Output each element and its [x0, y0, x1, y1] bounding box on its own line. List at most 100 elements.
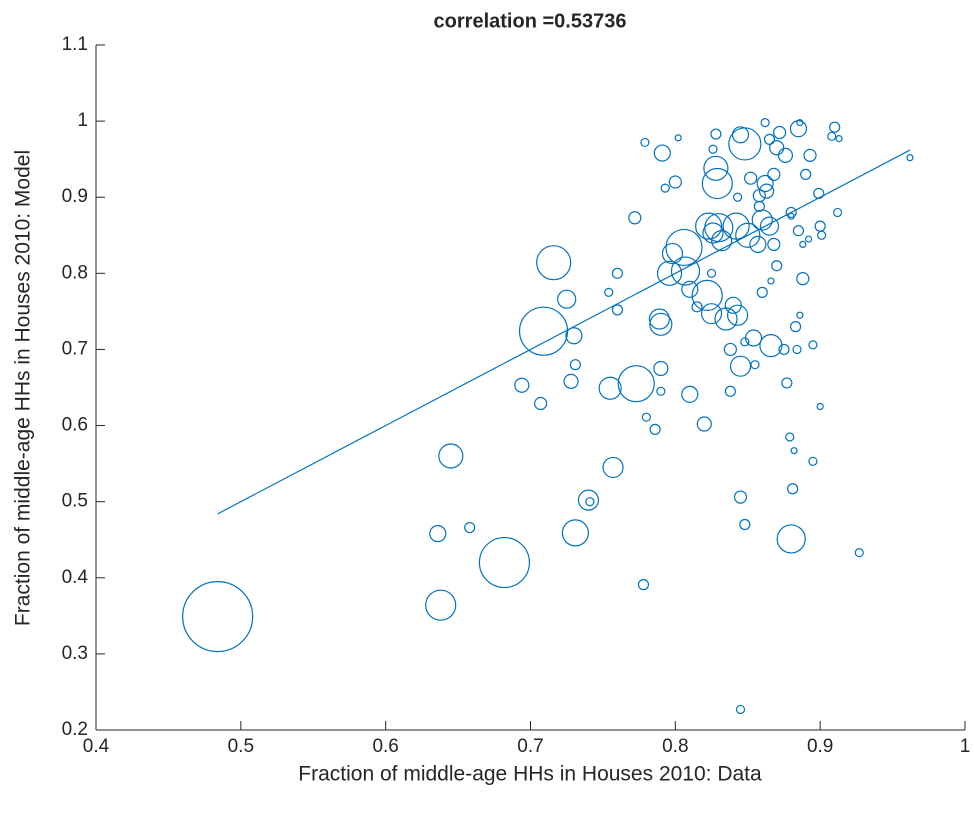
bubble	[796, 119, 804, 127]
bubble	[787, 483, 799, 495]
bubble	[701, 167, 733, 200]
bubble	[534, 396, 548, 411]
bubble	[816, 402, 824, 411]
bubble	[724, 385, 736, 397]
bubble	[767, 167, 781, 181]
bubble	[561, 519, 589, 547]
bubble	[514, 377, 530, 393]
bubble	[438, 443, 464, 469]
bubble	[814, 220, 826, 232]
bubble	[763, 133, 776, 145]
bubble	[787, 212, 795, 220]
bubble	[758, 183, 775, 199]
y-axis-label: Fraction of middle-age HHs in Houses 201…	[12, 150, 35, 626]
bubble	[711, 230, 733, 252]
bubble	[827, 131, 837, 141]
x-tick-label: 0.6	[372, 736, 398, 757]
bubble	[799, 240, 807, 249]
bubble	[785, 432, 795, 442]
bubble	[703, 155, 729, 181]
bubble	[804, 235, 813, 243]
bubble	[785, 206, 797, 219]
bubble	[808, 340, 818, 350]
bubble	[649, 312, 673, 336]
bubble	[750, 360, 760, 370]
bubble	[464, 521, 476, 534]
bubble	[767, 277, 775, 285]
y-tick-label: 1.1	[62, 34, 88, 55]
bubble	[735, 222, 761, 248]
bubble	[518, 306, 569, 356]
bubble	[739, 518, 751, 531]
y-tick-label: 0.6	[62, 415, 88, 436]
bubble	[691, 279, 723, 312]
bubble	[777, 147, 794, 163]
x-tick-label: 0.8	[662, 736, 688, 757]
x-tick-label: 0.9	[807, 736, 833, 757]
bubble	[681, 385, 699, 403]
bubble	[749, 235, 767, 254]
bubble	[681, 280, 699, 298]
bubble	[668, 175, 682, 189]
bubble	[704, 213, 734, 243]
bubble	[640, 137, 650, 148]
chart-title: correlation =0.53736	[434, 10, 627, 32]
bubble	[708, 144, 718, 154]
bubble	[796, 272, 810, 286]
bubble	[700, 303, 723, 325]
bubble	[660, 183, 670, 193]
bubble	[577, 489, 600, 511]
bubble	[803, 148, 817, 162]
bubble	[665, 228, 703, 267]
y-tick-label: 0.7	[62, 338, 88, 359]
bubble	[425, 589, 457, 621]
bubble	[817, 230, 827, 240]
bubble	[670, 256, 701, 286]
bubble	[714, 307, 738, 331]
bubble	[756, 286, 768, 298]
bubble	[585, 497, 595, 507]
y-tick-label: 1	[77, 110, 88, 131]
bubble	[829, 121, 841, 133]
bubble	[478, 536, 531, 589]
bubble	[789, 120, 808, 138]
bubble	[729, 355, 752, 377]
bubble	[728, 127, 762, 161]
bubble	[792, 344, 802, 355]
bubble	[429, 525, 447, 543]
bubble	[653, 360, 669, 377]
bubble	[735, 704, 746, 715]
bubble	[628, 211, 642, 225]
bubble	[776, 524, 806, 554]
bubble	[796, 311, 804, 319]
bubble	[733, 490, 748, 504]
bubble	[759, 216, 780, 236]
bubble	[602, 456, 624, 479]
bubble	[696, 416, 712, 432]
bubble	[733, 192, 743, 202]
bubble	[813, 187, 825, 200]
bubble	[835, 135, 843, 143]
bubble	[661, 242, 684, 265]
bubble	[637, 579, 650, 591]
y-tick-label: 0.3	[62, 643, 88, 664]
bubble	[557, 289, 577, 309]
bubble	[710, 128, 722, 140]
bubble	[569, 359, 581, 371]
x-tick-label: 1	[960, 736, 971, 757]
bubble	[702, 222, 724, 244]
x-tick-label: 0.4	[83, 736, 110, 757]
bubble	[767, 237, 781, 252]
bubble	[744, 329, 763, 347]
bubble	[182, 580, 254, 653]
bubble	[611, 267, 624, 279]
bubble	[653, 144, 671, 162]
bubble	[649, 423, 661, 435]
bubble	[656, 386, 666, 396]
bubble	[740, 337, 750, 347]
bubble	[727, 304, 749, 326]
bubble	[563, 373, 579, 390]
bubble	[691, 301, 703, 313]
bubble	[773, 125, 787, 140]
